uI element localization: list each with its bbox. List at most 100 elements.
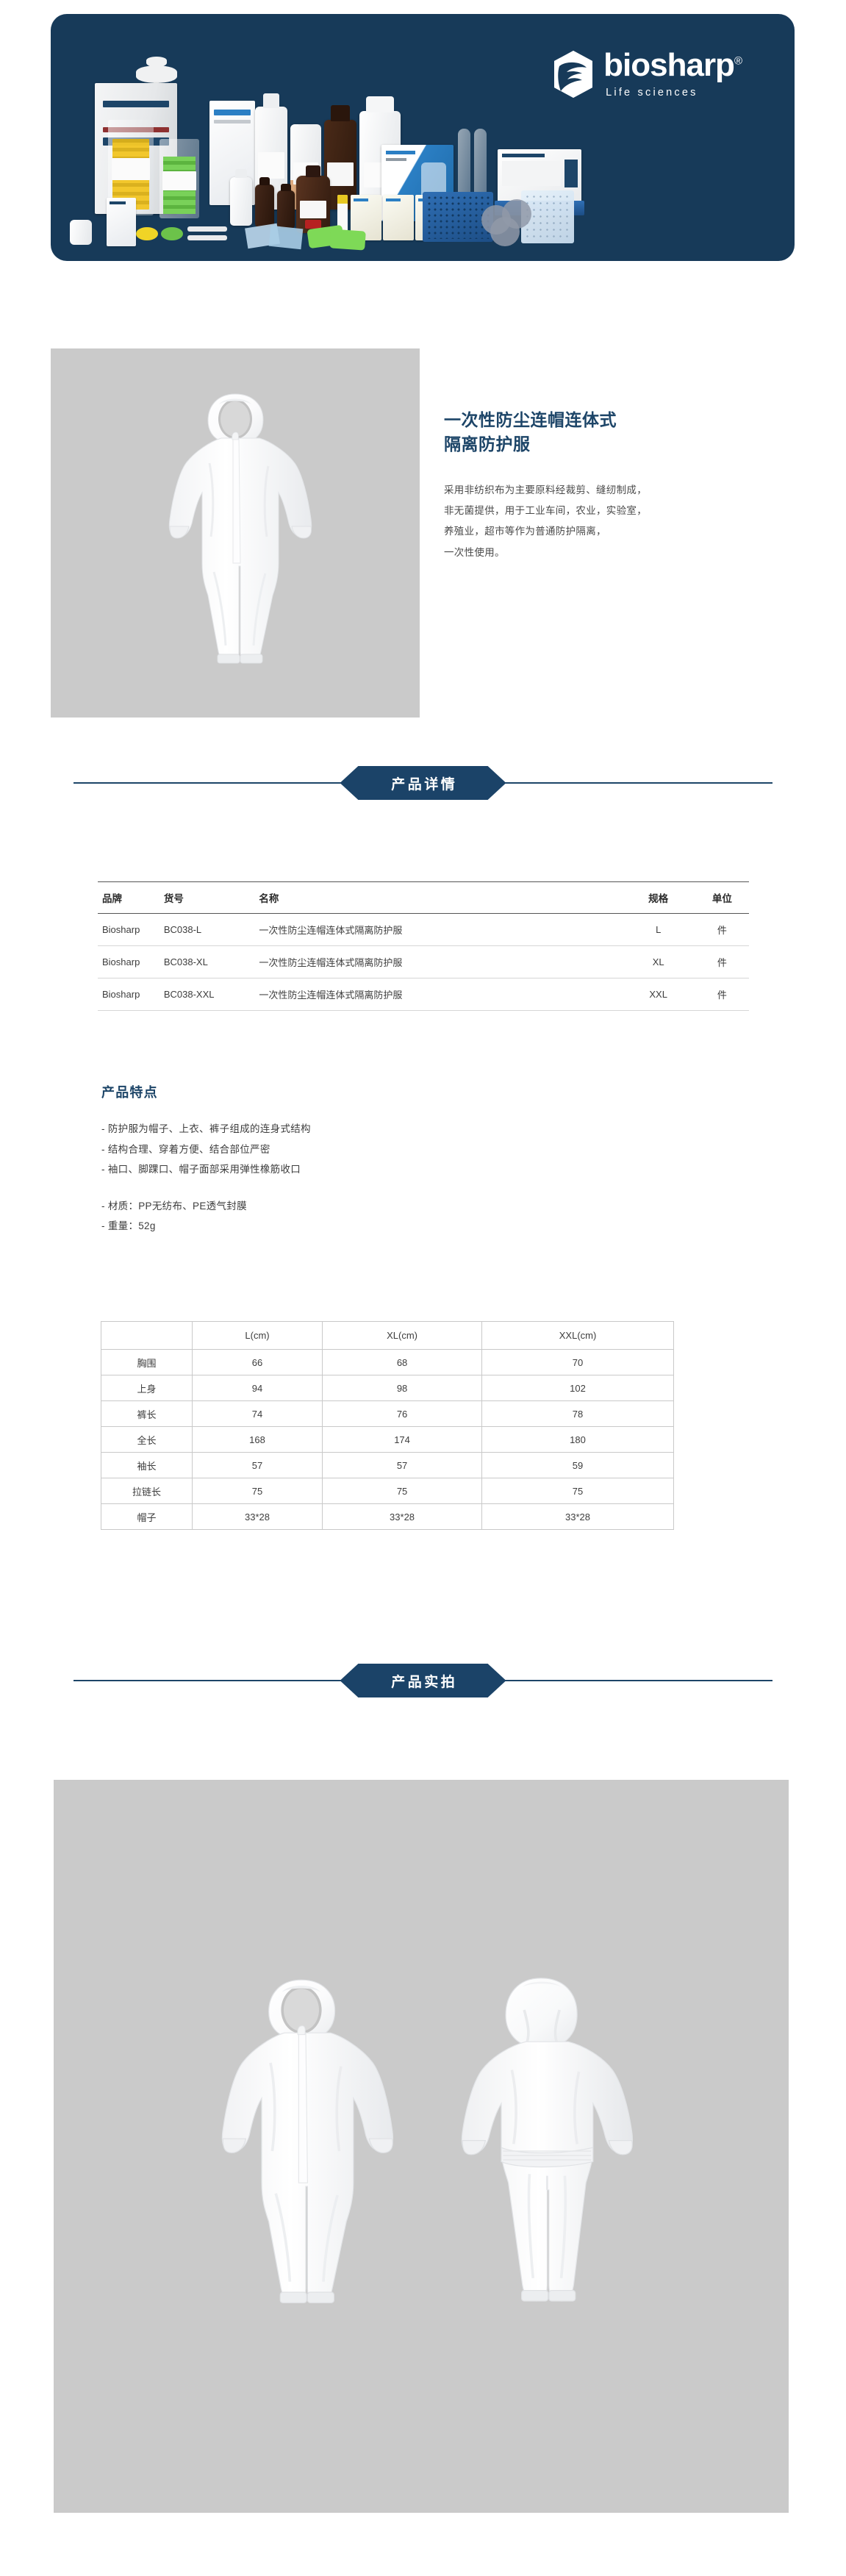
table-row: 全长 168 174 180	[101, 1426, 674, 1453]
cell-name: 一次性防尘连帽连体式隔离防护服	[259, 957, 403, 968]
product-description-line: 养殖业，超市等作为普通防护隔离，	[444, 526, 606, 537]
cell-sku: BC038-XXL	[163, 989, 215, 1000]
cell-sku: BC038-XL	[163, 956, 208, 967]
table-row: Biosharp BC038-XL 一次性防尘连帽连体式隔离防护服 XL 件	[98, 946, 749, 978]
hero-product-cluster	[65, 45, 584, 251]
list-item: - 防护服为帽子、上衣、裤子组成的连身式结构	[101, 1123, 311, 1134]
cell-brand: Biosharp	[102, 924, 140, 935]
cell-xl: 76	[322, 1400, 483, 1427]
cell-unit: 件	[717, 957, 727, 968]
catalog-table: 品牌 货号 名称 规格 单位 Biosharp BC038-L 一次性防尘连帽连…	[98, 881, 749, 1011]
cell-xxl: 78	[481, 1400, 674, 1427]
small-dark-bottle-icon	[277, 184, 295, 229]
registered-mark: ®	[734, 54, 742, 68]
cell-l: 33*28	[191, 1503, 323, 1530]
table-row: 袖长 57 57 59	[101, 1452, 674, 1478]
cell-brand: Biosharp	[102, 989, 140, 1000]
table-row: 上身 94 98 102	[101, 1375, 674, 1401]
cell-l: 66	[191, 1349, 323, 1375]
row-label: 上身	[101, 1375, 193, 1401]
product-description-line: 一次性使用。	[444, 546, 505, 558]
features-list: - 防护服为帽子、上衣、裤子组成的连身式结构 - 结构合理、穿着方便、结合部位严…	[101, 1119, 616, 1237]
product-hero-image	[51, 348, 420, 718]
cell-xxl: 75	[481, 1478, 674, 1504]
page-title: 一次性防尘连帽连体式 隔离防护服	[444, 408, 789, 457]
blue-wipe-icon	[268, 225, 304, 250]
cell-l: 168	[191, 1426, 323, 1453]
cell-xl: 75	[322, 1478, 483, 1504]
syringe-filter-icon	[161, 227, 183, 240]
cell-spec: L	[656, 924, 662, 935]
section-badge: 产品详情	[340, 766, 506, 800]
table-row: 帽子 33*28 33*28 33*28	[101, 1503, 674, 1530]
cell-xxl: 180	[481, 1426, 674, 1453]
cell-xxl: 33*28	[481, 1503, 674, 1530]
column-header-name: 名称	[259, 881, 622, 914]
cell-xl: 57	[322, 1452, 483, 1478]
row-label: 胸围	[101, 1349, 193, 1375]
product-description-line: 非无菌提供，用于工业车间，农业，实验室，	[444, 505, 647, 517]
syringe-icon	[187, 235, 227, 240]
dropper-bottle-icon	[70, 220, 92, 245]
table-row: 裤长 74 76 78	[101, 1400, 674, 1427]
row-label: 裤长	[101, 1400, 193, 1427]
table-header-row: 品牌 货号 名称 规格 单位	[98, 881, 749, 914]
coverall-pair-illustration	[54, 1780, 789, 2513]
cell-brand: Biosharp	[102, 956, 140, 967]
product-description-line: 采用非纺织布为主要原料经裁剪、缝纫制成，	[444, 484, 647, 495]
cell-l: 75	[191, 1478, 323, 1504]
product-intro: 一次性防尘连帽连体式 隔离防护服 采用非纺织布为主要原料经裁剪、缝纫制成， 非无…	[444, 408, 789, 563]
table-header-row: L(cm) XL(cm) XXL(cm)	[101, 1321, 674, 1350]
brand-logo: biosharp® Life sciences	[552, 49, 742, 99]
swab-pack-icon	[107, 198, 136, 246]
cell-unit: 件	[717, 925, 727, 936]
filter-stand-head-icon	[136, 65, 177, 83]
row-label: 全长	[101, 1426, 193, 1453]
product-title-line2: 隔离防护服	[444, 434, 531, 454]
list-item: - 袖口、脚踝口、帽子面部采用弹性橡筋收口	[101, 1164, 301, 1176]
features-heading: 产品特点	[101, 1085, 158, 1100]
box-label	[103, 101, 169, 107]
cell-l: 94	[191, 1375, 323, 1401]
list-item: - 结构合理、穿着方便、结合部位严密	[101, 1143, 270, 1155]
list-item: - 重量：52g	[101, 1220, 156, 1232]
cell-xxl: 70	[481, 1349, 674, 1375]
ampoule-icon	[474, 129, 487, 210]
table-row: Biosharp BC038-L 一次性防尘连帽连体式隔离防护服 L 件	[98, 914, 749, 946]
ampoule-icon	[458, 129, 470, 210]
column-header-spec: 规格	[621, 881, 695, 914]
coverall-front-icon	[168, 393, 312, 664]
weighing-boat-icon	[329, 229, 366, 251]
product-description: 采用非纺织布为主要原料经裁剪、缝纫制成， 非无菌提供，用于工业车间，农业，实验室…	[444, 480, 789, 563]
glove-sachet-icon	[383, 195, 414, 240]
coverall-back-icon	[461, 1977, 634, 2302]
small-bottle-icon	[230, 169, 252, 226]
table-row: Biosharp BC038-XXL 一次性防尘连帽连体式隔离防护服 XXL 件	[98, 978, 749, 1011]
section-title-details: 产品详情	[391, 776, 458, 793]
biosharp-leaf-logo-icon	[554, 50, 593, 98]
product-title-line1: 一次性防尘连帽连体式	[444, 410, 617, 429]
brand-wordmark: biosharp®	[603, 47, 742, 83]
row-label: 帽子	[101, 1503, 193, 1530]
column-header-l: L(cm)	[191, 1321, 323, 1350]
size-table: L(cm) XL(cm) XXL(cm) 胸围 66 68 70 上身 94 9…	[101, 1321, 674, 1530]
column-header-xxl: XXL(cm)	[481, 1321, 674, 1350]
green-filter-jar-icon	[159, 139, 199, 218]
features-section: 产品特点 - 防护服为帽子、上衣、裤子组成的连身式结构 - 结构合理、穿着方便、…	[101, 1082, 616, 1237]
filter-stand-cap-icon	[146, 57, 167, 67]
syringe-icon	[187, 226, 227, 232]
brand-tagline: Life sciences	[606, 87, 698, 99]
section-banner-gallery: 产品实拍	[0, 1664, 846, 1697]
cell-xl: 68	[322, 1349, 483, 1375]
cell-xl: 98	[322, 1375, 483, 1401]
row-label: 拉链长	[101, 1478, 193, 1504]
cell-xl: 33*28	[322, 1503, 483, 1530]
list-item: - 材质：PP无纺布、PE透气封膜	[101, 1200, 247, 1212]
column-header-unit: 单位	[695, 881, 749, 914]
cell-spec: XXL	[649, 989, 667, 1000]
cell-name: 一次性防尘连帽连体式隔离防护服	[259, 990, 403, 1001]
column-header-sku: 货号	[163, 881, 259, 914]
small-dark-bottle-icon	[255, 177, 274, 227]
cell-xxl: 102	[481, 1375, 674, 1401]
section-badge: 产品实拍	[340, 1664, 506, 1697]
